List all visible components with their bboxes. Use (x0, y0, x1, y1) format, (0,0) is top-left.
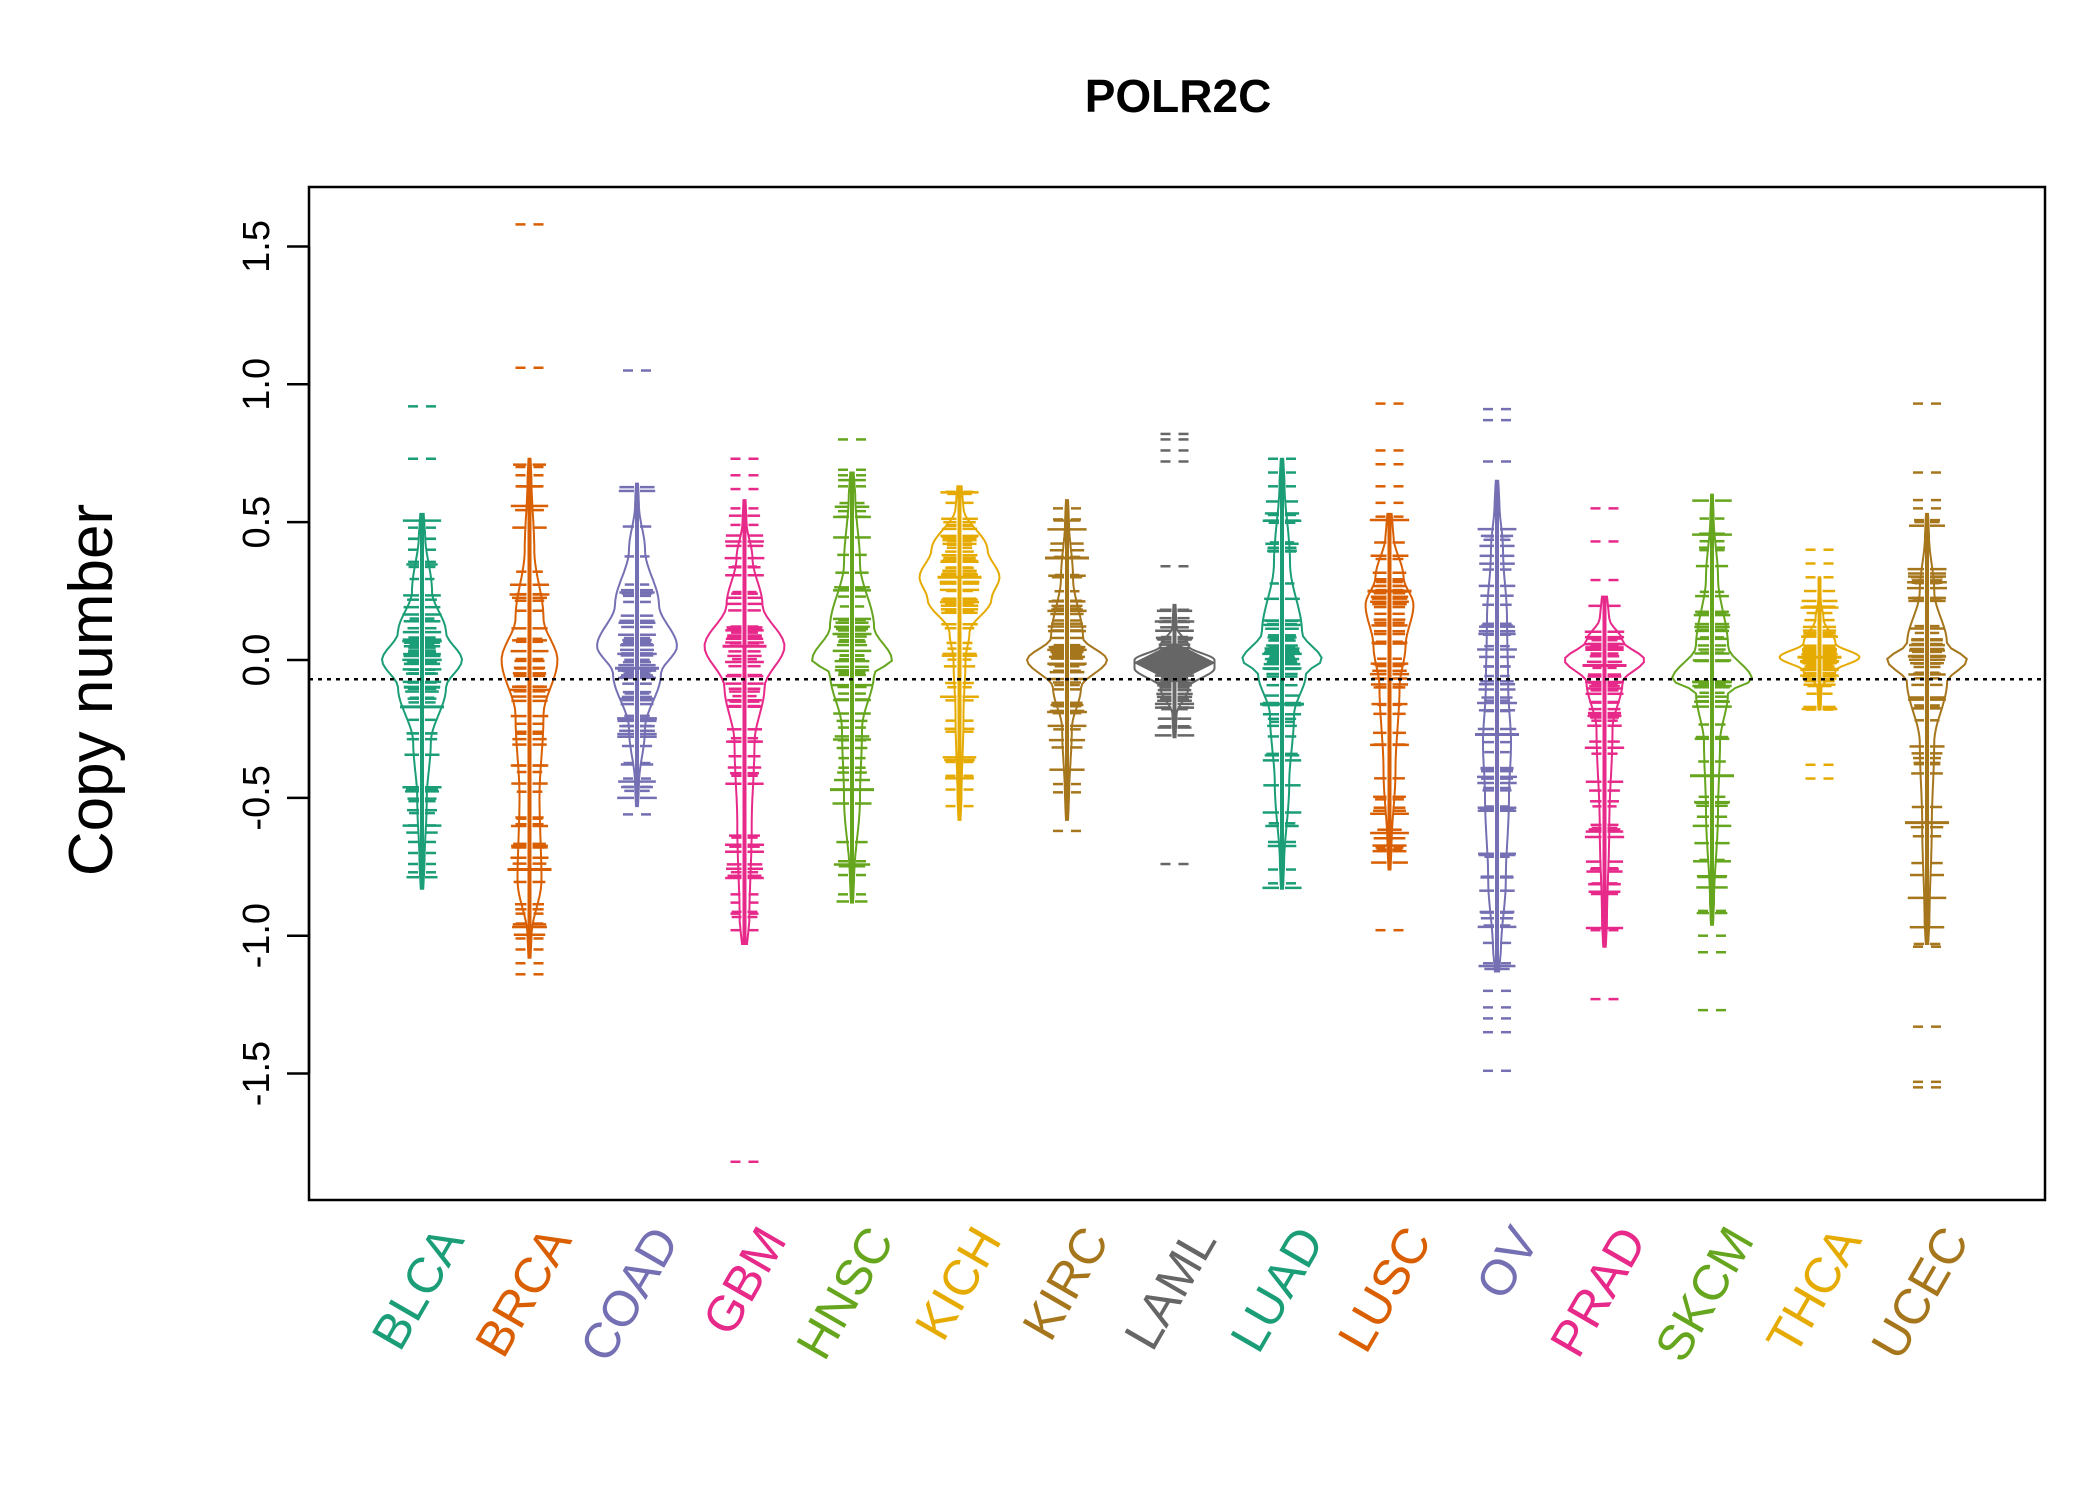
bean-ucec (1886, 402, 1968, 1089)
bean-kich (918, 485, 1001, 821)
x-tick-label-prad: PRAD (1539, 1218, 1657, 1366)
bean-brca (500, 223, 559, 976)
x-tick-label-brca: BRCA (464, 1217, 582, 1366)
bean-coad (596, 369, 678, 816)
y-tick-label: 0.0 (236, 634, 278, 687)
x-tick-label-thca: THCA (1756, 1217, 1873, 1363)
y-tick-label: 1.5 (236, 220, 278, 273)
x-tick-label-blca: BLCA (361, 1217, 475, 1359)
bean-kirc (1025, 499, 1109, 833)
bean-luad (1241, 457, 1323, 890)
y-tick-label: -0.5 (236, 765, 278, 830)
bean-hnsc (811, 438, 893, 904)
x-tick-label-gbm: GBM (692, 1218, 797, 1345)
x-tick-label-kich: KICH (904, 1218, 1012, 1349)
y-axis: -1.5 -1.0 -0.5 0.0 0.5 1.0 1.5 (236, 220, 311, 1106)
bean-gbm (703, 457, 786, 1164)
x-tick-label-laml: LAML (1113, 1218, 1227, 1359)
x-tick-label-coad: COAD (569, 1218, 690, 1371)
x-tick-label-ucec: UCEC (1860, 1218, 1979, 1369)
y-tick-label: 0.5 (236, 496, 278, 549)
bean-thca (1778, 548, 1861, 780)
bean-ov (1475, 407, 1519, 1073)
y-tick-label: 1.0 (236, 358, 278, 411)
y-tick-label: -1.0 (236, 903, 278, 968)
bean-prad (1564, 507, 1645, 1001)
bean-skcm (1671, 493, 1753, 1012)
y-tick-label: -1.5 (236, 1041, 278, 1106)
chart-title: POLR2C (1085, 70, 1272, 122)
x-tick-label-ov: OV (1465, 1217, 1550, 1308)
x-tick-label-luad: LUAD (1220, 1218, 1335, 1362)
x-tick-label-lusc: LUSC (1327, 1218, 1442, 1362)
bean-laml (1133, 432, 1216, 866)
y-axis-label: Copy number (57, 504, 126, 876)
bean-blca (380, 405, 464, 890)
x-tick-label-kirc: KIRC (1011, 1218, 1119, 1349)
x-tick-label-hnsc: HNSC (785, 1218, 904, 1369)
x-tick-label-skcm: SKCM (1644, 1218, 1765, 1371)
beans-layer (380, 223, 1968, 1164)
bean-lusc (1364, 402, 1415, 932)
